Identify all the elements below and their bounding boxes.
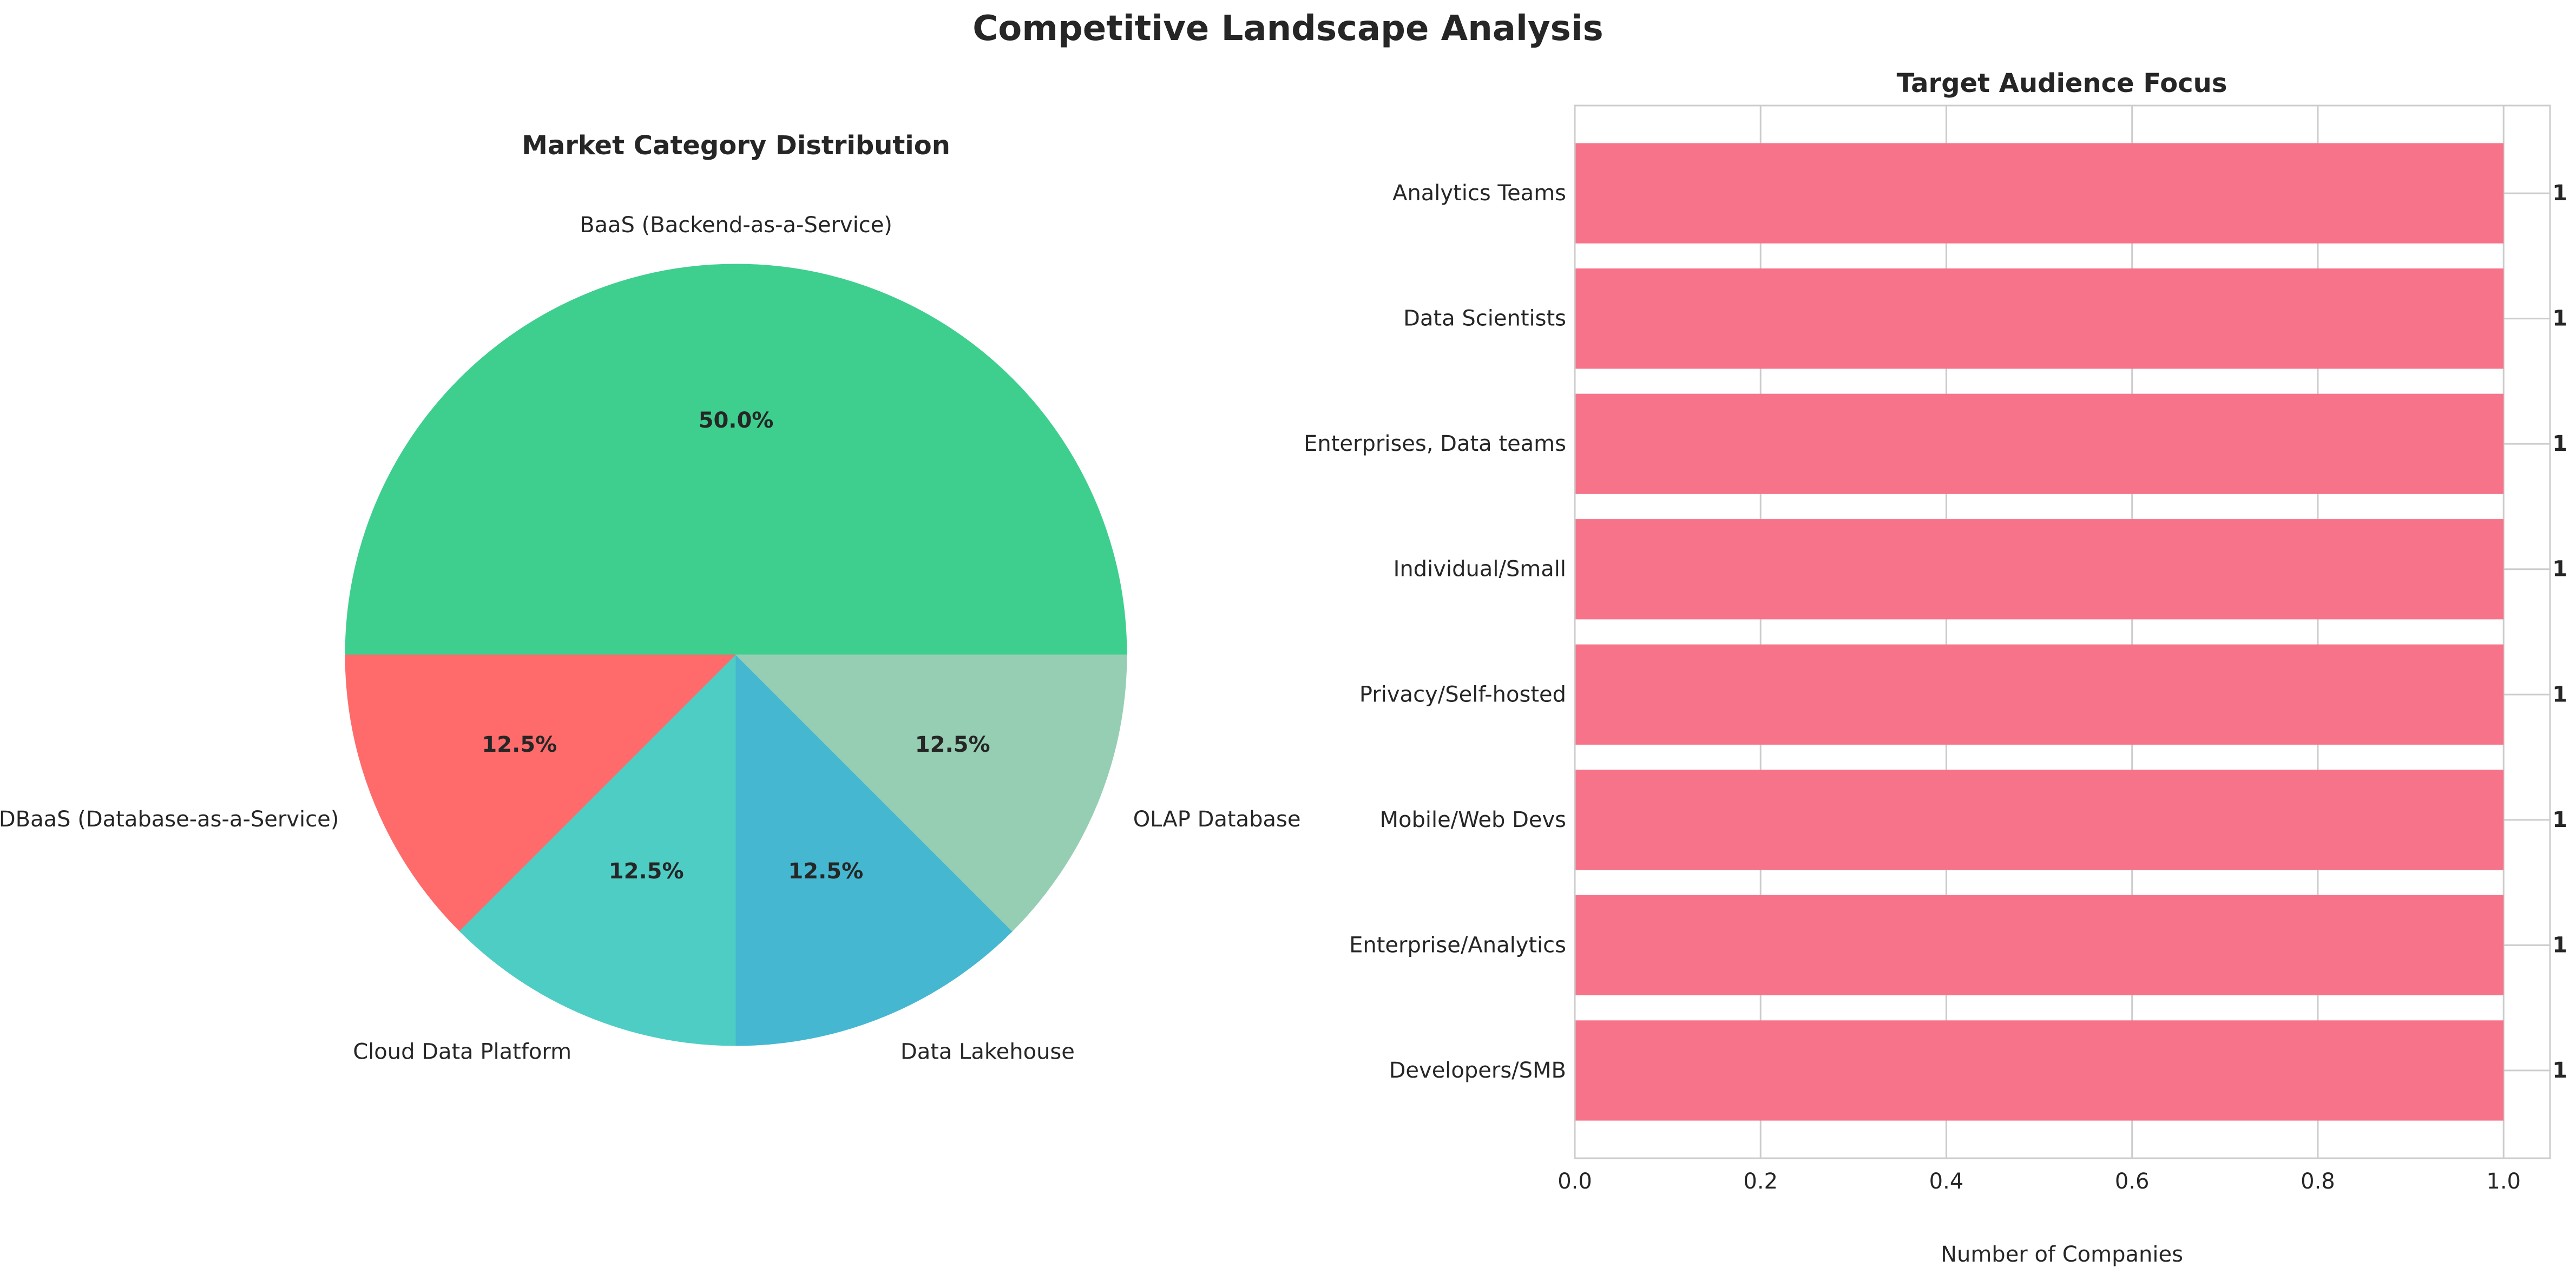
bar-chart-bars [1575,143,2504,1121]
pie-slice-olap-database [735,654,1127,932]
bar-enterprises-data-teams [1575,393,2504,494]
bar-analytics-teams [1575,143,2504,244]
bar-chart: Target Audience Focus Analytics Teams Dat… [1304,68,2567,1267]
pie-label-olap-database: OLAP Database [1133,807,1301,832]
bar-chart-y-tick-label: Data Scientists [1403,306,1566,331]
bar-chart-y-tick-label: Enterprises, Data teams [1304,431,1566,456]
bar-privacy-self-hosted [1575,644,2504,745]
bar-chart-x-tick-label: 0.4 [1929,1169,1964,1194]
bar-value-label: 1 [2552,1058,2567,1083]
pie-label-cloud-data-platform: Cloud Data Platform [353,1040,571,1065]
bar-value-label: 1 [2552,306,2567,331]
pie-slices [345,264,1127,1046]
pie-chart: Market Category Distribution BaaS (Backe… [0,130,1300,1065]
bar-individual-small [1575,519,2504,620]
bar-value-label: 1 [2552,933,2567,957]
pie-slice-dbaas-database-as-a-service [345,654,737,932]
pie-labels: BaaS (Backend-as-a-Service) 50.0% DBaaS (D… [0,213,1300,1065]
bar-enterprise-analytics [1575,895,2504,995]
pie-slice-cloud-data-platform [459,654,737,1046]
pie-percent-cloud-data-platform: 12.5% [609,859,684,884]
pie-label-baas-backend-as-a-service: BaaS (Backend-as-a-Service) [580,213,892,238]
pie-percent-data-lakehouse: 12.5% [788,859,863,884]
bar-chart-x-tick-label: 0.0 [1558,1169,1592,1194]
bar-chart-frame [1574,104,2551,1159]
pie-percent-dbaas-database-as-a-service: 12.5% [482,732,557,757]
bar-developers-smb [1575,1020,2504,1121]
bar-chart-x-tick-labels: 0.0 0.2 0.4 0.6 0.8 1.0 [1558,1169,2521,1194]
bar-value-label: 1 [2552,431,2567,456]
bar-chart-title: Target Audience Focus [1897,68,2227,99]
pie-percent-baas-backend-as-a-service: 50.0% [699,408,774,433]
pie-percent-olap-database: 12.5% [915,732,990,757]
bar-chart-y-tick-labels: Analytics Teams Data Scientists Enterprise… [1304,181,1566,1083]
pie-label-dbaas-database-as-a-service: DBaaS (Database-as-a-Service) [0,807,339,832]
bar-data-scientists [1575,268,2504,369]
bar-value-label: 1 [2552,557,2567,582]
bar-chart-x-tick-label: 1.0 [2486,1169,2521,1194]
pie-slice-baas-backend-as-a-service [345,264,1127,655]
bar-chart-y-tick-label: Enterprise/Analytics [1349,933,1566,957]
bar-chart-value-labels: 1 1 1 1 1 1 1 1 [2552,181,2567,1083]
bar-chart-x-axis-label: Number of Companies [1941,1242,2183,1267]
bar-chart-y-tick-label: Analytics Teams [1392,181,1566,206]
bar-mobile-web-devs [1575,770,2504,870]
bar-value-label: 1 [2552,181,2567,206]
bar-chart-x-tick-label: 0.8 [2301,1169,2335,1194]
bar-chart-x-tick-label: 0.2 [1743,1169,1778,1194]
bar-value-label: 1 [2552,682,2567,707]
pie-chart-title: Market Category Distribution [522,130,950,161]
bar-chart-y-tick-label: Developers/SMB [1389,1058,1566,1083]
bar-value-label: 1 [2552,808,2567,832]
pie-slice-data-lakehouse [735,654,1013,1046]
bar-chart-y-tick-label: Individual/Small [1394,557,1566,582]
figure-title: Competitive Landscape Analysis [972,9,1603,49]
bar-chart-y-tick-label: Privacy/Self-hosted [1359,682,1566,707]
pie-label-data-lakehouse: Data Lakehouse [901,1040,1075,1065]
bar-chart-y-tick-label: Mobile/Web Devs [1379,808,1566,832]
bar-chart-x-tick-label: 0.6 [2115,1169,2150,1194]
